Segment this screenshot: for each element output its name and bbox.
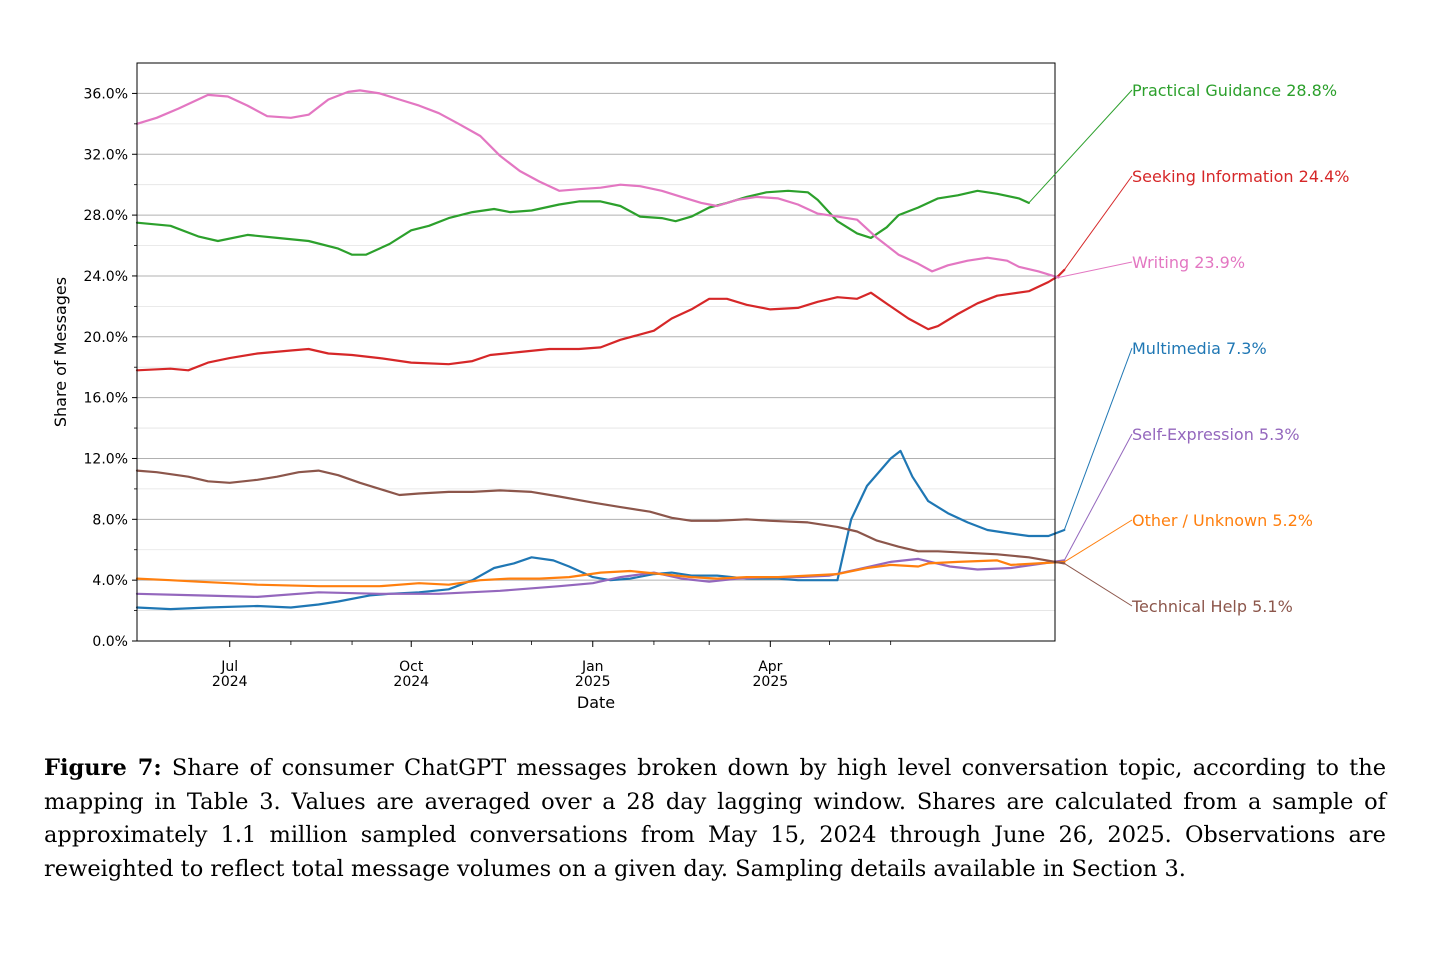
figure-caption-text: Share of consumer ChatGPT messages broke… [44, 755, 1387, 882]
y-tick-label: 8.0% [92, 512, 128, 528]
x-tick-label-year: 2025 [753, 674, 789, 690]
series-label-multimedia: Multimedia 7.3% [1132, 339, 1267, 358]
label-connector-multimedia [1063, 347, 1133, 531]
x-tick-label-month: Jan [581, 659, 604, 675]
series-lines [135, 89, 1066, 611]
label-connector-self-expression [1063, 433, 1133, 561]
grid-lines [137, 92, 1055, 611]
series-line-writing [135, 89, 1060, 279]
series-line-technical-help [135, 469, 1066, 565]
x-tick-label-year: 2024 [212, 674, 248, 690]
x-axis-label: Date [577, 693, 615, 712]
series-label-other-unknown: Other / Unknown 5.2% [1132, 511, 1313, 530]
figure-caption-label: Figure 7: [44, 755, 162, 781]
y-tick-label: 16.0% [84, 391, 128, 407]
series-labels: Practical Guidance 28.8% Seeking Informat… [1028, 81, 1349, 616]
series-label-practical-guidance: Practical Guidance 28.8% [1132, 81, 1337, 100]
series-label-technical-help: Technical Help 5.1% [1131, 597, 1293, 616]
series-line-other-unknown [135, 559, 1066, 588]
y-tick-label: 28.0% [84, 208, 128, 224]
y-tick-label: 4.0% [92, 573, 128, 589]
y-tick-label: 24.0% [84, 269, 128, 285]
label-connector-writing [1058, 261, 1133, 278]
series-label-seeking-information: Seeking Information 24.4% [1132, 167, 1349, 186]
y-tick-label: 36.0% [84, 86, 128, 102]
y-tick-label: 12.0% [84, 451, 128, 467]
x-tick-label-year: 2024 [393, 674, 429, 690]
series-label-writing: Writing 23.9% [1132, 253, 1245, 272]
y-tick-label: 20.0% [84, 330, 128, 346]
series-line-practical-guidance [135, 189, 1030, 256]
x-tick-label-month: Jul [220, 659, 238, 675]
plot-frame [136, 62, 1056, 642]
x-tick-label-month: Apr [758, 659, 782, 675]
x-tick-label-year: 2025 [575, 674, 611, 690]
label-connector-other-unknown [1064, 519, 1133, 563]
label-connector-practical-guidance [1028, 89, 1133, 204]
y-tick-label: 0.0% [92, 634, 128, 650]
series-line-self-expression [135, 557, 1066, 598]
series-label-self-expression: Self-Expression 5.3% [1132, 425, 1300, 444]
series-line-seeking-information [135, 268, 1066, 372]
label-connector-seeking-information [1063, 175, 1133, 271]
y-axis-label: Share of Messages [51, 277, 70, 427]
y-tick-label: 32.0% [84, 147, 128, 163]
line-chart: 0.0% 4.0% 8.0% 12.0% 16.0% 20.0% 24.0% 28.0% 32.… [51, 62, 1349, 712]
label-connector-technical-help [1064, 563, 1133, 607]
figure-caption: Figure 7: Share of consumer ChatGPT mess… [44, 752, 1386, 886]
y-axis-ticks: 0.0% 4.0% 8.0% 12.0% 16.0% 20.0% 24.0% 28.0% 32.… [84, 86, 137, 650]
x-tick-label-month: Oct [399, 659, 424, 675]
